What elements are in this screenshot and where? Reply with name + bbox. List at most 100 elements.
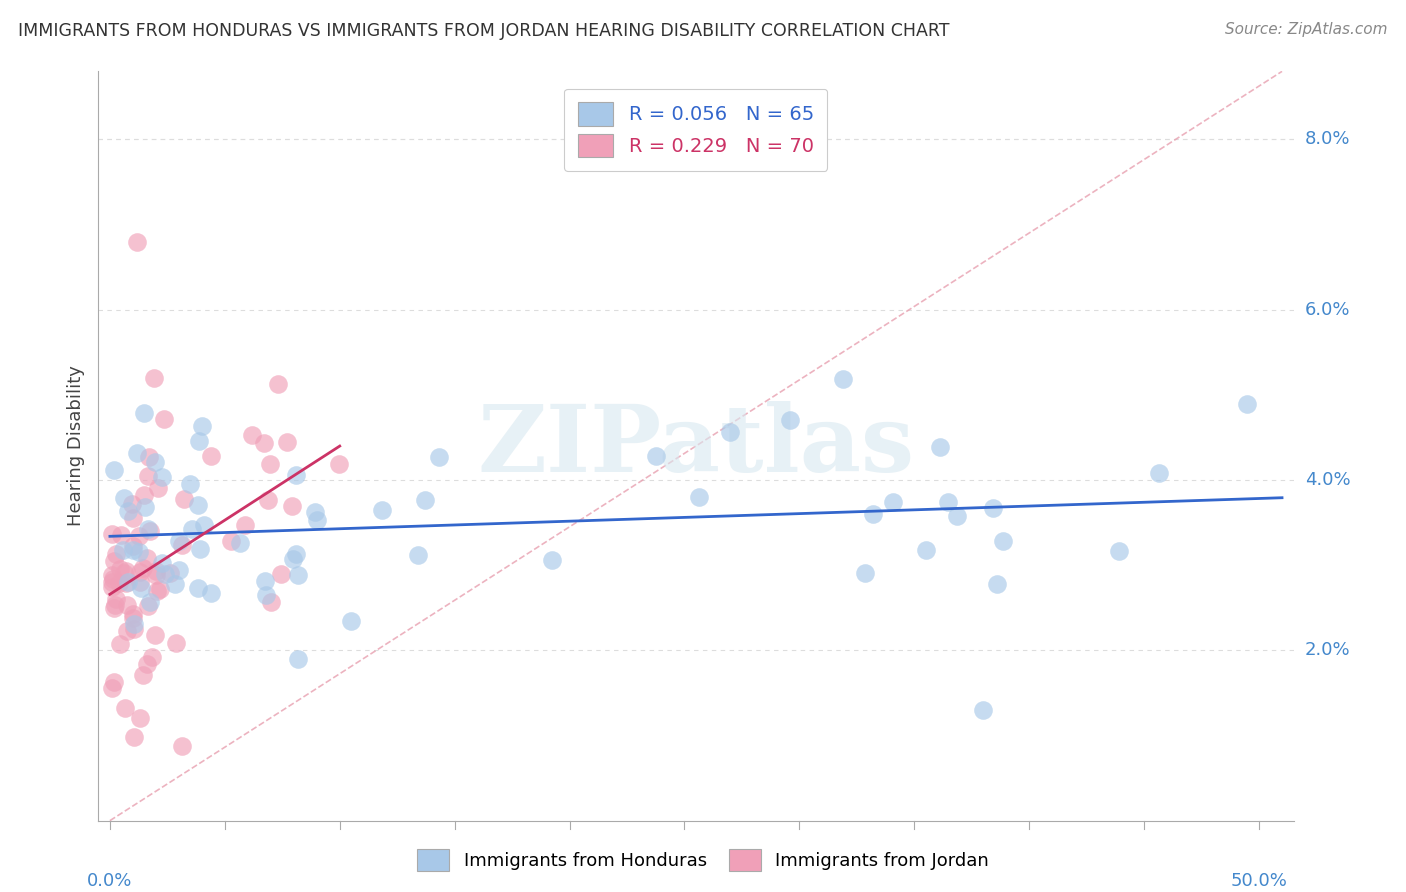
Point <box>285 548 308 562</box>
Point <box>129 711 152 725</box>
Point <box>136 599 159 614</box>
Point <box>117 575 139 590</box>
Point <box>112 566 135 581</box>
Point <box>260 594 283 608</box>
Point <box>115 598 138 612</box>
Point <box>145 564 167 578</box>
Point <box>946 509 969 524</box>
Point <box>191 418 214 433</box>
Point <box>128 529 150 543</box>
Text: 8.0%: 8.0% <box>1305 130 1351 148</box>
Point <box>125 445 148 459</box>
Point <box>128 545 150 559</box>
Point <box>862 507 884 521</box>
Point <box>406 548 429 562</box>
Text: IMMIGRANTS FROM HONDURAS VS IMMIGRANTS FROM JORDAN HEARING DISABILITY CORRELATIO: IMMIGRANTS FROM HONDURAS VS IMMIGRANTS F… <box>18 22 950 40</box>
Point <box>159 566 181 581</box>
Point <box>718 425 741 440</box>
Point <box>101 574 124 589</box>
Point <box>328 457 350 471</box>
Point <box>193 517 215 532</box>
Point <box>108 638 131 652</box>
Point <box>132 488 155 502</box>
Point <box>105 547 128 561</box>
Point <box>371 503 394 517</box>
Point <box>103 674 125 689</box>
Point <box>187 498 209 512</box>
Point <box>281 499 304 513</box>
Point <box>253 574 276 588</box>
Point <box>287 652 309 666</box>
Point <box>304 505 326 519</box>
Point <box>172 739 194 753</box>
Point <box>1236 397 1258 411</box>
Point <box>936 495 959 509</box>
Point <box>153 566 176 581</box>
Point <box>117 504 139 518</box>
Text: 4.0%: 4.0% <box>1305 471 1351 489</box>
Point <box>200 450 222 464</box>
Point <box>972 703 994 717</box>
Point <box>150 556 173 570</box>
Point <box>108 562 131 576</box>
Point <box>127 235 149 249</box>
Point <box>128 565 150 579</box>
Point <box>115 575 138 590</box>
Point <box>153 412 176 426</box>
Point <box>112 542 135 557</box>
Point <box>103 601 125 615</box>
Point <box>122 539 145 553</box>
Point <box>1108 544 1130 558</box>
Text: 0.0%: 0.0% <box>87 871 132 889</box>
Point <box>259 457 281 471</box>
Point <box>138 450 160 464</box>
Point <box>187 434 209 449</box>
Point <box>138 595 160 609</box>
Legend: R = 0.056   N = 65, R = 0.229   N = 70: R = 0.056 N = 65, R = 0.229 N = 70 <box>564 88 828 171</box>
Point <box>187 581 209 595</box>
Point <box>114 700 136 714</box>
Point <box>270 567 292 582</box>
Point <box>240 428 263 442</box>
Point <box>427 450 450 464</box>
Point <box>104 599 127 613</box>
Legend: Immigrants from Honduras, Immigrants from Jordan: Immigrants from Honduras, Immigrants fro… <box>409 842 997 879</box>
Point <box>169 533 191 548</box>
Point <box>779 413 801 427</box>
Point <box>135 551 157 566</box>
Point <box>188 542 211 557</box>
Point <box>991 533 1014 548</box>
Point <box>149 582 172 597</box>
Point <box>132 561 155 575</box>
Point <box>173 491 195 506</box>
Point <box>101 681 124 695</box>
Point <box>146 481 169 495</box>
Point <box>145 568 167 582</box>
Point <box>122 730 145 744</box>
Point <box>122 543 145 558</box>
Point <box>139 524 162 538</box>
Point <box>150 470 173 484</box>
Point <box>287 567 309 582</box>
Point <box>103 463 125 477</box>
Point <box>117 624 139 638</box>
Point <box>254 588 277 602</box>
Point <box>285 468 308 483</box>
Point <box>540 553 562 567</box>
Point <box>114 564 136 578</box>
Point <box>340 615 363 629</box>
Point <box>167 563 190 577</box>
Point <box>986 577 1008 591</box>
Point <box>181 522 204 536</box>
Point <box>145 628 167 642</box>
Point <box>163 576 186 591</box>
Text: ZIPatlas: ZIPatlas <box>478 401 914 491</box>
Point <box>688 490 710 504</box>
Point <box>253 436 276 450</box>
Point <box>122 607 145 621</box>
Point <box>200 586 222 600</box>
Point <box>122 511 145 525</box>
Point <box>136 469 159 483</box>
Point <box>143 371 166 385</box>
Point <box>915 543 938 558</box>
